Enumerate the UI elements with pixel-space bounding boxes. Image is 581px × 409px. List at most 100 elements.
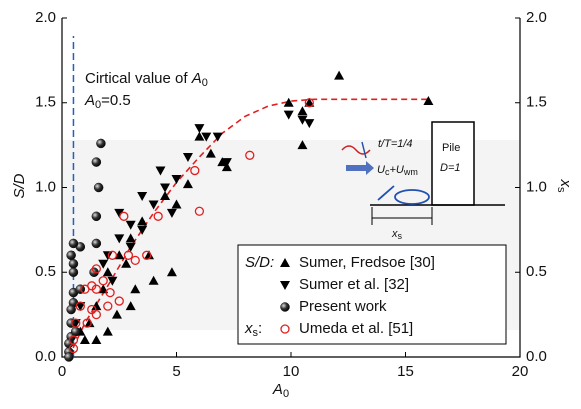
marker bbox=[304, 98, 314, 108]
y-tick-label: 1.0 bbox=[35, 178, 56, 195]
y-tick-label: 2.0 bbox=[35, 9, 56, 26]
marker bbox=[125, 242, 136, 252]
marker bbox=[70, 326, 81, 337]
marker bbox=[93, 182, 104, 193]
y-tick-label: 1.5 bbox=[35, 94, 56, 111]
marker bbox=[148, 275, 159, 285]
marker bbox=[142, 250, 152, 260]
y2-tick-label: 0.5 bbox=[526, 263, 547, 280]
marker bbox=[98, 276, 108, 286]
marker bbox=[182, 179, 193, 189]
legend-label: Umeda et al. [51] bbox=[299, 320, 413, 337]
legend-group-sub: s bbox=[253, 327, 259, 339]
marker bbox=[102, 267, 113, 277]
marker bbox=[119, 211, 129, 221]
marker bbox=[91, 284, 101, 294]
marker bbox=[91, 157, 102, 167]
marker bbox=[66, 250, 76, 261]
x-tick-label: 10 bbox=[283, 363, 300, 380]
inset: t/T=1/4 Uc+Uwm Pile D=1 xs bbox=[341, 121, 505, 241]
marker bbox=[111, 309, 122, 319]
marker bbox=[205, 148, 216, 158]
marker bbox=[283, 97, 294, 107]
legend-marker bbox=[280, 324, 290, 334]
marker bbox=[102, 326, 113, 336]
marker bbox=[103, 301, 113, 311]
marker bbox=[137, 216, 148, 226]
marker bbox=[297, 115, 308, 125]
legend-group: S/D: bbox=[245, 254, 274, 271]
marker bbox=[160, 183, 171, 193]
legend-label: Present work bbox=[299, 298, 387, 315]
legend bbox=[237, 244, 507, 345]
marker bbox=[91, 335, 102, 345]
marker bbox=[190, 165, 200, 176]
marker bbox=[304, 97, 315, 107]
marker bbox=[130, 284, 141, 294]
marker bbox=[114, 208, 125, 218]
marker bbox=[96, 138, 106, 149]
marker bbox=[182, 152, 193, 162]
marker bbox=[114, 250, 125, 260]
vortex bbox=[394, 189, 430, 205]
marker bbox=[194, 206, 205, 216]
legend-group-colon: : bbox=[258, 320, 262, 337]
annotation: A0=0.5 bbox=[84, 92, 131, 111]
marker bbox=[82, 318, 92, 328]
legend-label: Sumer et al. [32] bbox=[299, 276, 409, 293]
y2-axis-label: xs bbox=[555, 179, 574, 194]
marker bbox=[71, 318, 81, 328]
x-axis-label: A0 bbox=[272, 381, 289, 400]
wave bbox=[341, 145, 371, 155]
marker bbox=[68, 259, 79, 269]
marker bbox=[107, 276, 118, 286]
x-tick-label: 15 bbox=[397, 363, 414, 380]
marker bbox=[155, 166, 166, 176]
marker bbox=[334, 70, 345, 80]
marker bbox=[91, 301, 102, 311]
phase-mark bbox=[361, 141, 367, 159]
legend-group-var: x bbox=[244, 320, 253, 337]
legend-group: xs: bbox=[244, 320, 262, 339]
marker bbox=[125, 233, 136, 243]
marker bbox=[68, 343, 79, 354]
inset-label: Uc+Uwm bbox=[377, 164, 418, 177]
legend-marker bbox=[280, 258, 290, 267]
marker bbox=[137, 191, 148, 201]
marker bbox=[171, 175, 182, 185]
y-tick-label: 0.5 bbox=[35, 263, 56, 280]
flow-arrow bbox=[346, 161, 374, 175]
y2-tick-label: 0.0 bbox=[526, 348, 547, 365]
y2-tick-label: 1.5 bbox=[526, 94, 547, 111]
marker bbox=[217, 157, 228, 167]
marker bbox=[423, 96, 434, 106]
x-tick-label: 0 bbox=[58, 363, 66, 380]
marker bbox=[144, 250, 155, 260]
marker bbox=[125, 220, 136, 230]
legend-marker bbox=[280, 281, 290, 290]
marker bbox=[194, 131, 205, 141]
marker bbox=[68, 238, 79, 249]
marker bbox=[107, 250, 118, 260]
marker bbox=[98, 259, 109, 269]
annotation: Cirtical value of A0 bbox=[85, 70, 208, 89]
marker bbox=[79, 335, 90, 345]
y-axis-label: S/D bbox=[11, 173, 28, 198]
marker bbox=[245, 150, 255, 160]
marker bbox=[283, 110, 294, 120]
marker bbox=[194, 124, 205, 134]
marker bbox=[130, 255, 140, 266]
marker bbox=[137, 225, 148, 235]
legend-label: Sumer, Fredsoe [30] bbox=[299, 254, 435, 271]
marker bbox=[171, 199, 182, 209]
marker bbox=[148, 200, 159, 210]
x-tick-label: 20 bbox=[512, 363, 529, 380]
marker bbox=[166, 208, 177, 218]
legend-marker bbox=[280, 302, 290, 312]
marker bbox=[91, 264, 101, 274]
inset-label: xs bbox=[391, 228, 403, 241]
marker bbox=[114, 296, 124, 306]
marker bbox=[80, 284, 90, 294]
marker bbox=[201, 132, 212, 142]
marker bbox=[166, 267, 177, 277]
